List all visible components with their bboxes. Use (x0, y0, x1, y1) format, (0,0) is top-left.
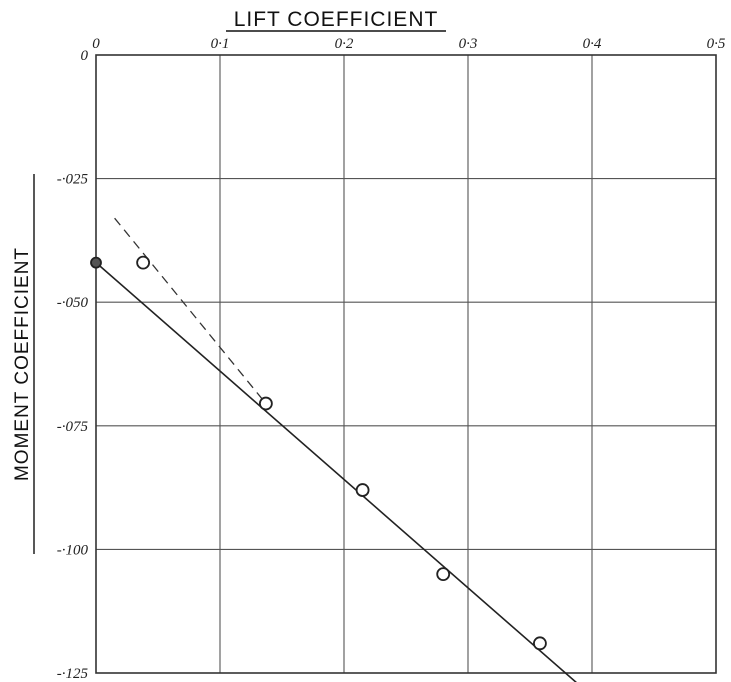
y-axis-title: MOMENT COEFFICIENT (12, 247, 33, 481)
x-tick-label: 0·2 (335, 36, 354, 52)
data-points (90, 255, 547, 651)
y-tick-label: -·075 (57, 419, 89, 435)
data-point (136, 255, 151, 270)
y-tick-label: -·100 (57, 542, 89, 558)
x-tick-label: 0·4 (583, 36, 602, 52)
x-tick-label: 0·5 (707, 36, 726, 52)
x-tick-label: 0·1 (211, 36, 230, 52)
x-axis-title: LIFT COEFFICIENT (234, 8, 439, 31)
y-tick-label: 0 (81, 48, 89, 64)
solid-fit-line (95, 262, 577, 682)
data-point (533, 636, 547, 651)
x-tick-labels: 0 0·1 0·2 0·3 0·4 0·5 (92, 36, 726, 52)
fit-lines (95, 217, 577, 682)
x-tick-label: 0 (92, 36, 100, 52)
y-tick-label: -·025 (57, 172, 89, 188)
data-point (258, 396, 273, 411)
dashed-fit-line (114, 217, 267, 404)
y-tick-labels: 0 -·025 -·050 -·075 -·100 -·125 (57, 48, 89, 682)
data-point (355, 483, 370, 497)
data-point-filled (90, 256, 102, 269)
y-tick-label: -·125 (57, 666, 89, 682)
x-tick-label: 0·3 (459, 36, 478, 52)
plot-frame (95, 54, 717, 674)
y-tick-label: -·050 (57, 295, 89, 311)
grid (96, 55, 716, 673)
data-point (436, 567, 451, 582)
